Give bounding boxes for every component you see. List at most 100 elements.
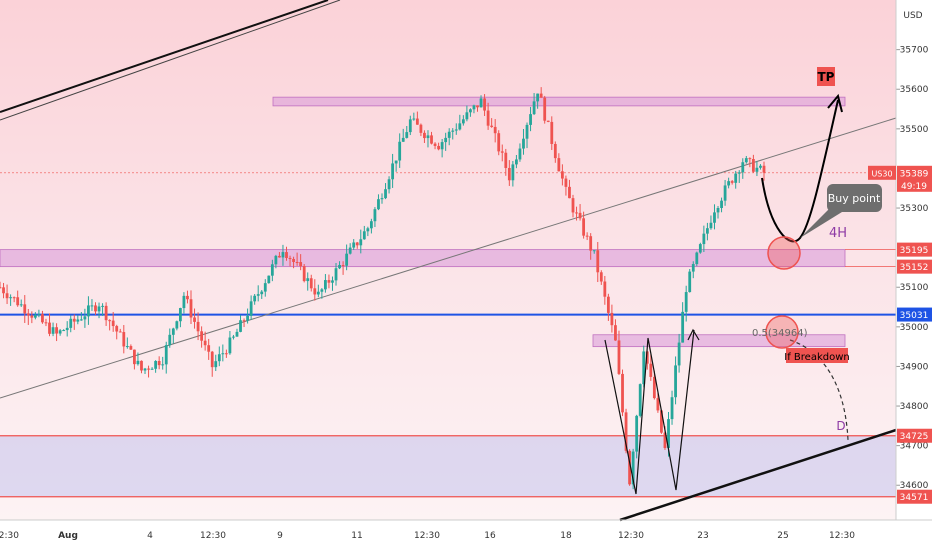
candle-body (557, 158, 561, 172)
trend-line-upper-thin[interactable] (0, 0, 341, 121)
breakdown-tag[interactable]: If Breakdown (784, 348, 850, 363)
candle-body (182, 295, 186, 309)
candle-body (143, 368, 147, 371)
candle-body (154, 361, 158, 369)
candle-body (331, 280, 334, 283)
candle-body (536, 93, 540, 102)
candle-body (41, 314, 44, 323)
trend-line-upper-thick[interactable] (0, 0, 329, 113)
candle-body (486, 110, 490, 126)
level-tag: 35195 (900, 246, 929, 256)
candle-body (348, 247, 352, 254)
candle-body (253, 295, 257, 302)
candle-body (713, 212, 716, 223)
candle-body (274, 255, 278, 265)
candle-body (500, 151, 504, 153)
x-tick-label: 9 (277, 531, 283, 541)
trend-line-mid[interactable] (0, 117, 897, 399)
candle-body (299, 262, 303, 267)
candle-body (203, 340, 207, 346)
x-tick-label: 12:30 (618, 531, 644, 541)
candle-body (578, 212, 582, 219)
candle-body (341, 264, 345, 266)
candle-body (256, 294, 260, 296)
fib-label: 0.5(34964) (752, 328, 808, 339)
breakdown-circle[interactable] (765, 315, 799, 349)
timeframe-label: 4H (829, 226, 847, 241)
y-tick-label: 35600 (900, 85, 929, 95)
candle-body (744, 158, 748, 163)
candle-body (454, 129, 458, 131)
candle-body (65, 327, 69, 331)
x-tick-label: 12:30 (414, 531, 440, 541)
w-pattern-drawing[interactable] (604, 329, 695, 495)
candle-body (419, 124, 423, 133)
candle-body (161, 364, 165, 366)
y-tick-label: 35500 (900, 125, 929, 135)
candle-body (430, 135, 433, 144)
candle-body (51, 327, 55, 334)
projection-curve[interactable] (761, 99, 839, 243)
candle-body (472, 105, 476, 110)
trend-line-lower-thick[interactable] (619, 428, 897, 522)
candle-body (614, 325, 617, 341)
candle-body (362, 231, 366, 240)
candle-body (313, 288, 317, 295)
candle-body (681, 311, 685, 343)
candle-body (327, 280, 331, 283)
candle-body (30, 315, 34, 318)
candle-body (504, 152, 508, 168)
candle-body (660, 410, 663, 433)
candle-body (55, 327, 58, 334)
candle-body (285, 252, 288, 258)
candle-body (125, 346, 129, 348)
tp-box[interactable]: TP (817, 67, 835, 86)
candle-body (606, 296, 610, 313)
candle-body (79, 319, 83, 321)
candle-body (645, 351, 649, 364)
time-axis[interactable]: 12:30 Aug 4 12:30 9 11 12:30 16 18 12:30 23 25 12:30 (0, 519, 932, 541)
candle-body (235, 331, 239, 337)
candle-body (585, 235, 589, 237)
candle-body (324, 280, 327, 290)
candle-body (104, 305, 108, 321)
symbol-tag: US30 (871, 169, 892, 178)
candle-body (118, 331, 122, 333)
level-tag-bg (897, 259, 932, 274)
candle-body (465, 112, 469, 120)
y-tick-label: 35700 (900, 46, 929, 56)
candle-body (599, 272, 603, 282)
candle-body (674, 365, 677, 398)
candle-body (451, 130, 455, 132)
candle-body (677, 342, 681, 366)
candle-body (210, 351, 214, 368)
buy-point-callout[interactable]: Buy point (800, 184, 882, 238)
projection-arrowhead[interactable] (827, 93, 843, 113)
price-axis[interactable]: 35700 35600 35500 35300 35100 35000 34900 34800… (895, 0, 929, 520)
candle-body (575, 212, 578, 214)
candle-body (571, 198, 575, 213)
buy-circle[interactable] (767, 236, 801, 270)
candle-body (415, 118, 419, 125)
y-tick-label: 35300 (900, 204, 929, 214)
arrow-up-small[interactable] (687, 328, 700, 341)
candle-body (730, 181, 734, 183)
candle-body (196, 321, 200, 332)
zone-fib-zone (592, 334, 846, 348)
candle-body (734, 173, 738, 183)
candle-body (483, 98, 486, 111)
candle-body (497, 133, 501, 152)
candle-body (164, 345, 168, 365)
breakdown-curve[interactable] (789, 339, 849, 441)
level-tag: 35031 (900, 311, 929, 321)
candle-body (525, 124, 529, 139)
candle-body (564, 178, 568, 187)
candle-body (670, 397, 674, 420)
currency-label: USD (903, 11, 922, 21)
candle-body (596, 250, 600, 273)
symbol-tag-bg (868, 165, 896, 180)
candle-body (476, 105, 479, 108)
x-tick-label: 12:30 (0, 531, 19, 541)
candle-body (546, 120, 550, 122)
